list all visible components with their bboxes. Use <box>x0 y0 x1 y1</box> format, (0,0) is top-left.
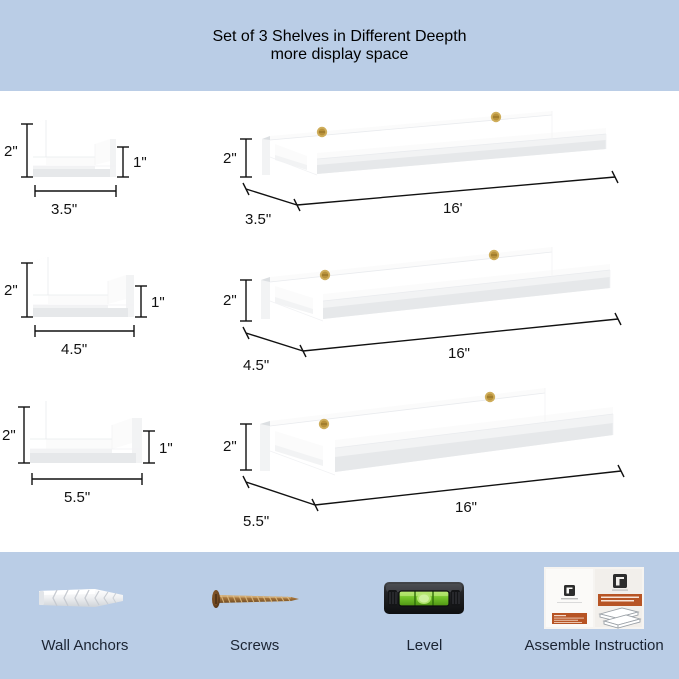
shelf-large-perspective-view: 2" 5.5" 16" <box>215 383 679 533</box>
dim-length-medium-3d-label: 16" <box>448 345 470 362</box>
screw-icon <box>201 566 309 630</box>
shelf-large-profile-view: 2" 1" 5.5" <box>0 383 215 533</box>
dim-depth-medium-3d: 4.5" <box>242 326 307 374</box>
dim-width-medium: 4.5" <box>34 325 135 358</box>
dim-length-small-3d-label: 16' <box>443 200 463 217</box>
shelf-small-3d-shape <box>262 111 607 176</box>
accessory-label: Screws <box>230 637 280 654</box>
shelf-diagram-area: 2" 1" 3.5" <box>0 91 679 552</box>
shelf-row-small: 2" 1" 3.5" <box>0 101 679 229</box>
shelf-large-3d-shape <box>260 388 614 476</box>
dim-lip-small: 1" <box>117 146 147 178</box>
dim-height-large-3d: 2" <box>223 423 252 471</box>
accessory-label: Assemble Instruction <box>524 637 664 654</box>
dim-height-small-3d: 2" <box>223 138 252 178</box>
manual-logo-left <box>564 585 576 596</box>
instruction-manual-icon <box>538 566 650 630</box>
dim-height-medium-label: 2" <box>4 282 18 299</box>
dim-lip-large-label: 1" <box>159 440 173 457</box>
screw-head-icon-2 <box>484 391 496 403</box>
dim-lip-large: 1" <box>143 430 173 464</box>
dim-width-large-label: 5.5" <box>64 489 90 506</box>
dim-lip-medium-label: 1" <box>151 294 165 311</box>
dim-lip-medium: 1" <box>135 285 165 318</box>
dim-lip-small-label: 1" <box>133 154 147 171</box>
dim-height-large-label: 2" <box>2 427 16 444</box>
screw-head-icon-2 <box>488 249 500 261</box>
screw-head-icon-1 <box>319 269 331 281</box>
accessory-level: Level <box>340 552 510 679</box>
shelf-medium-perspective-view: 2" 4.5" 16" <box>215 239 679 374</box>
dim-depth-large-3d: 5.5" <box>242 475 319 530</box>
accessory-label: Wall Anchors <box>41 637 129 654</box>
dim-height-small-label: 2" <box>4 143 18 160</box>
shelf-row-large: 2" 1" 5.5" <box>0 383 679 533</box>
screw-head-icon-2 <box>490 111 502 123</box>
dim-height-small: 2" <box>4 123 33 178</box>
dim-length-large-3d-label: 16" <box>455 499 477 516</box>
dim-height-large-3d-label: 2" <box>223 438 237 455</box>
shelf-large-profile-shape <box>30 401 142 463</box>
dim-depth-small-3d-label: 3.5" <box>245 211 271 228</box>
page-subtitle: more display space <box>270 45 409 63</box>
dim-height-small-3d-label: 2" <box>223 150 237 167</box>
accessory-label: Level <box>406 637 443 654</box>
dim-width-medium-label: 4.5" <box>61 341 87 358</box>
accessory-assemble-instruction: Assemble Instruction <box>509 552 679 679</box>
dim-width-large: 5.5" <box>31 473 143 506</box>
dim-depth-small-3d: 3.5" <box>242 182 301 228</box>
screw-head-icon-1 <box>316 126 328 138</box>
page-title: Set of 3 Shelves in Different Deepth <box>212 27 467 45</box>
accessories-panel: Wall Anchors <box>0 552 679 679</box>
dim-height-medium: 2" <box>4 262 33 318</box>
manual-logo-right <box>613 574 628 588</box>
shelf-row-medium: 2" 1" 4.5" <box>0 239 679 374</box>
dim-height-large: 2" <box>2 406 30 464</box>
shelf-small-perspective-view: 2" 3.5" 16' <box>215 101 679 229</box>
dim-width-small-label: 3.5" <box>51 201 77 218</box>
dim-height-medium-3d: 2" <box>223 279 252 322</box>
dim-height-medium-3d-label: 2" <box>223 292 237 309</box>
dim-length-medium-3d: 16" <box>302 312 622 362</box>
header-banner: Set of 3 Shelves in Different Deepth mor… <box>0 0 679 91</box>
dim-length-small-3d: 16' <box>296 170 619 217</box>
wall-anchor-icon <box>31 566 139 630</box>
shelf-small-profile-view: 2" 1" 3.5" <box>0 101 215 229</box>
shelf-small-profile-shape <box>33 120 116 177</box>
accessory-wall-anchors: Wall Anchors <box>0 552 170 679</box>
shelf-medium-profile-view: 2" 1" 4.5" <box>0 239 215 374</box>
accessory-screws: Screws <box>170 552 340 679</box>
dim-length-large-3d: 16" <box>314 464 625 516</box>
screw-head-icon-1 <box>318 418 330 430</box>
shelf-medium-3d-shape <box>261 247 611 322</box>
shelf-medium-profile-shape <box>33 257 134 317</box>
dim-depth-medium-3d-label: 4.5" <box>243 357 269 374</box>
level-icon <box>370 566 478 630</box>
dim-width-small: 3.5" <box>34 185 117 218</box>
dim-depth-large-3d-label: 5.5" <box>243 513 269 530</box>
